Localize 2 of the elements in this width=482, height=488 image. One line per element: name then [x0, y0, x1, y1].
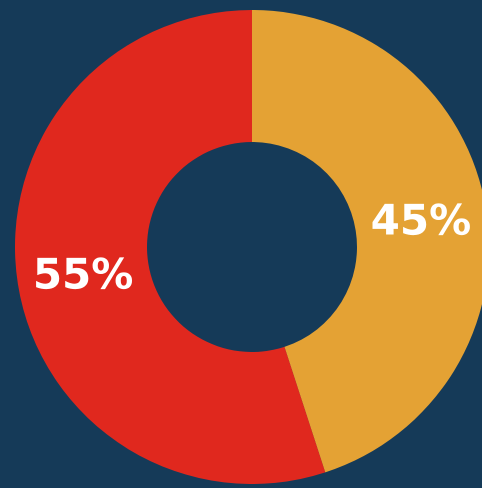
data-label: 45%: [370, 196, 472, 245]
data-label: 55%: [32, 249, 134, 298]
